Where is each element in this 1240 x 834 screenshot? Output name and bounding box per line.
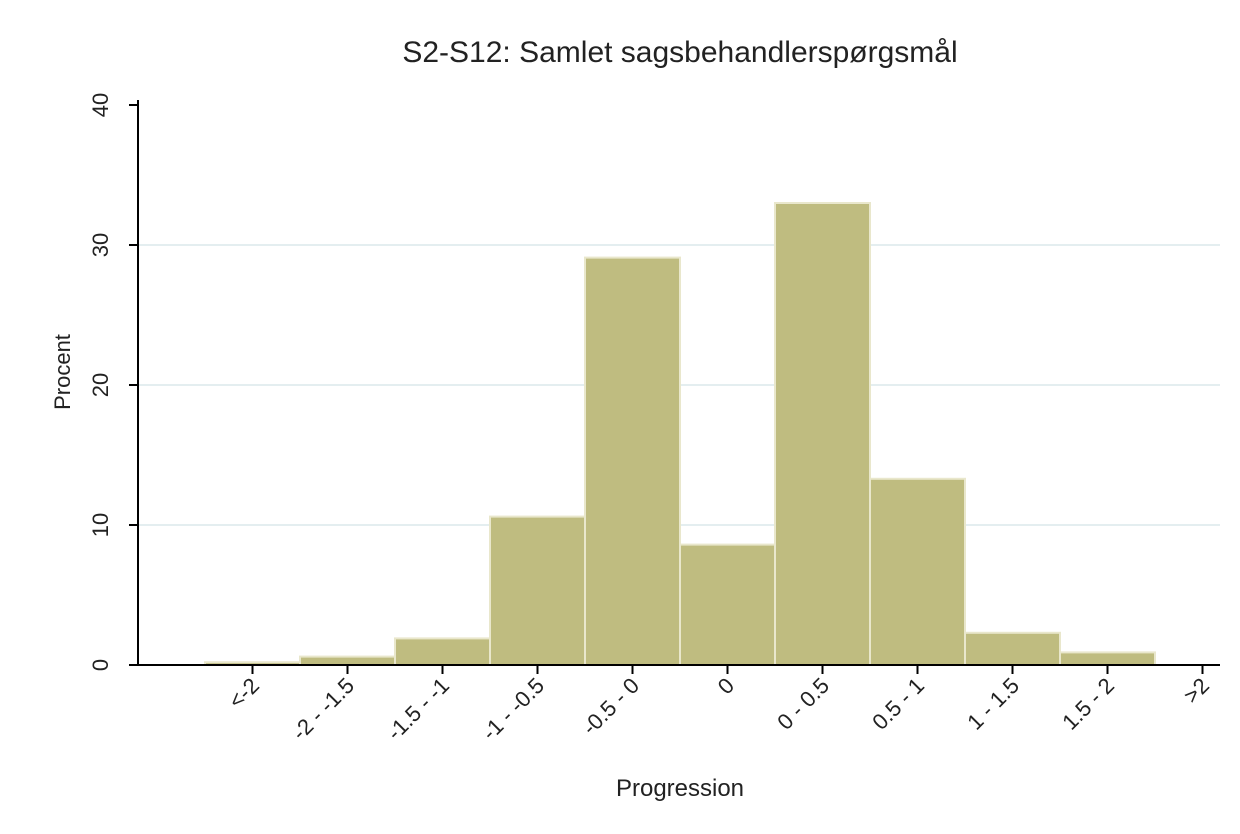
x-axis-label: Progression bbox=[616, 775, 744, 802]
bar bbox=[584, 256, 681, 666]
x-tick-label: 0.5 - 1 bbox=[867, 673, 929, 735]
x-tick-label: 0 - 0.5 bbox=[772, 673, 834, 735]
x-tick-label: 0 bbox=[713, 673, 739, 699]
x-tick-label: -1 - -0.5 bbox=[477, 673, 549, 745]
x-tick-label: 1 - 1.5 bbox=[962, 673, 1024, 735]
bar bbox=[1059, 651, 1156, 667]
bar bbox=[299, 655, 396, 666]
y-tick-label: 30 bbox=[88, 233, 113, 257]
x-tick-label: -2 - -1.5 bbox=[287, 673, 359, 745]
bar bbox=[679, 543, 776, 666]
bar bbox=[394, 637, 491, 667]
y-tick-label: 20 bbox=[88, 373, 113, 397]
x-tick-label: >2 bbox=[1179, 673, 1214, 708]
y-tick-label: 0 bbox=[88, 659, 113, 671]
x-tick-label: 1.5 - 2 bbox=[1057, 673, 1119, 735]
y-tick-label: 10 bbox=[88, 513, 113, 537]
bar bbox=[869, 477, 966, 666]
bar bbox=[964, 631, 1061, 666]
chart-title: S2-S12: Samlet sagsbehandlerspørgsmål bbox=[402, 36, 957, 69]
x-tick-label: -1.5 - -1 bbox=[382, 673, 454, 745]
y-tick-label: 40 bbox=[88, 93, 113, 117]
x-tick-label: -0.5 - 0 bbox=[577, 673, 644, 740]
bar bbox=[489, 515, 586, 666]
bar bbox=[774, 202, 871, 666]
x-tick-label: <-2 bbox=[223, 673, 264, 714]
y-axis-label: Procent bbox=[50, 334, 75, 410]
